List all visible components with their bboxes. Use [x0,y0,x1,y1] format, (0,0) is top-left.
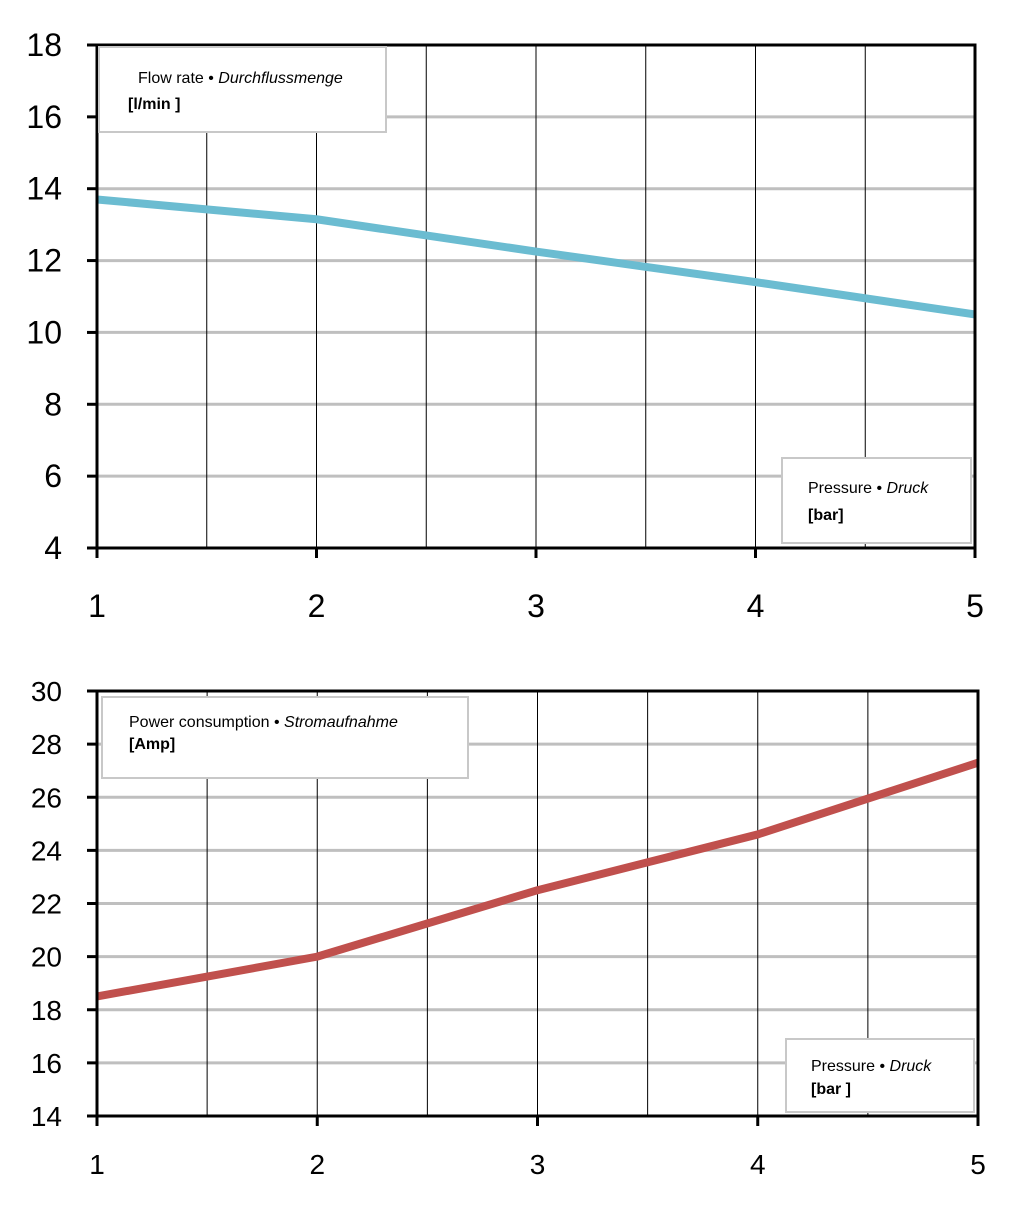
c2-ytick-label: 26 [31,782,62,813]
chart2-ticks: 14 16 18 20 22 24 26 28 30 1 2 3 4 5 [31,676,986,1180]
chart2-xlabel-box: Pressure • Druck [bar ] [785,1038,975,1113]
chart2-ylabel-box: Power consumption • Stromaufnahme [Amp] [101,696,469,779]
c1-xtick-label: 4 [747,588,765,624]
c1-series-line-0 [96,195,976,319]
c1-ytick-label: 6 [44,458,62,494]
c2-xtick-label: 1 [89,1149,105,1180]
c1-ytick-label: 10 [26,314,62,350]
c1-ytick-label: 14 [26,171,62,207]
c2-ytick-label: 14 [31,1101,62,1132]
c1-xtick-label: 2 [308,588,326,624]
c2-ytick-label: 22 [31,889,62,920]
c1-ytick-label: 16 [26,99,62,135]
c2-series-line-0 [96,758,980,1001]
c2-ytick-label: 20 [31,942,62,973]
chart2-xlabel-unit: [bar ] [811,1081,851,1098]
chart1-ylabel-box: Flow rate • Durchflussmenge [l/min ] [98,46,387,133]
chart2-series [96,758,980,1001]
c2-ytick-label: 24 [31,835,62,866]
c2-xtick-label: 3 [530,1149,546,1180]
chart1-plot-frame [95,43,977,550]
c2-ytick-label: 28 [31,729,62,760]
c2-xtick-label: 4 [750,1149,766,1180]
chart2-ylabel-text: Power consumption • Stromaufnahme [129,714,398,731]
chart2-xlabel-text: Pressure • Druck [811,1058,932,1075]
c1-xtick-label: 3 [527,588,545,624]
c1-ytick-label: 18 [26,27,62,63]
chart1-ylabel-unit: [l/min ] [128,96,180,113]
chart1-xlabel-text: Pressure • Druck [808,480,929,497]
c1-ytick-label: 4 [44,530,62,566]
chart1-xlabel-box: Pressure • Druck [bar] [781,457,972,544]
chart2-ylabel-unit: [Amp] [129,736,175,753]
chart1-ylabel-text: Flow rate • Durchflussmenge [138,70,343,87]
c2-ytick-label: 16 [31,1048,62,1079]
power-consumption-chart: 14 16 18 20 22 24 26 28 30 1 2 3 4 5 Power consumptio… [31,676,986,1180]
c1-xtick-label: 1 [88,588,106,624]
c2-ytick-label: 30 [31,676,62,707]
chart1-xlabel-unit: [bar] [808,507,844,524]
chart2-plot-frame [95,689,980,1118]
c1-ytick-label: 8 [44,386,62,422]
c1-xtick-label: 5 [966,588,984,624]
c2-xtick-label: 5 [970,1149,986,1180]
c2-ytick-label: 18 [31,995,62,1026]
c2-xtick-label: 2 [309,1149,325,1180]
c1-ytick-label: 12 [26,243,62,279]
chart1-series [96,195,976,319]
